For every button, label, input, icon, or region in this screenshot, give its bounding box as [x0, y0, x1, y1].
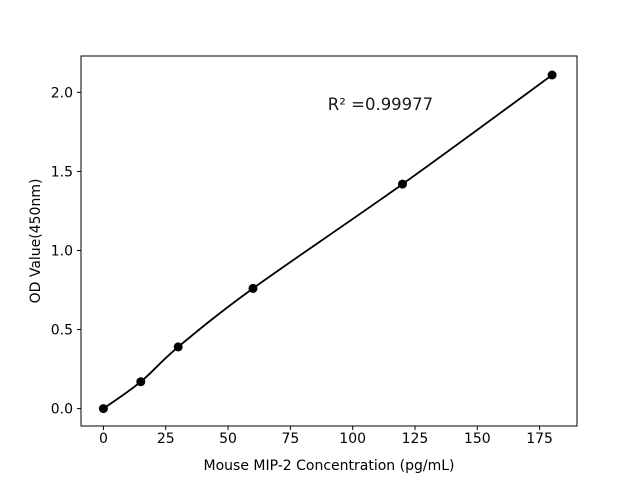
data-point-marker: [136, 377, 146, 387]
data-point-marker: [173, 342, 183, 352]
x-tick-label: 125: [402, 431, 429, 447]
y-tick-label: 1.0: [51, 243, 73, 259]
data-point-marker: [98, 404, 108, 414]
y-axis-label: OD Value(450nm): [28, 179, 44, 304]
y-tick-label: 0.0: [51, 402, 73, 418]
x-tick-label: 100: [339, 431, 366, 447]
y-tick-label: 2.0: [51, 85, 73, 101]
fit-line: [102, 74, 553, 410]
x-tick-label: 150: [464, 431, 491, 447]
plot-area-border: [80, 55, 578, 427]
x-tick-label: 0: [99, 431, 108, 447]
x-tick-label: 50: [219, 431, 237, 447]
r-squared-annotation: R² =0.99977: [328, 95, 433, 114]
data-point-marker: [547, 70, 557, 80]
x-tick-label: 175: [526, 431, 553, 447]
x-tick-label: 25: [157, 431, 175, 447]
data-point-marker: [398, 179, 407, 189]
x-tick-label: 75: [281, 431, 299, 447]
x-axis-label: Mouse MIP-2 Concentration (pg/mL): [204, 458, 455, 474]
y-tick-label: 1.5: [51, 164, 73, 180]
y-tick-label: 0.5: [51, 323, 73, 339]
data-point-marker: [248, 283, 258, 293]
